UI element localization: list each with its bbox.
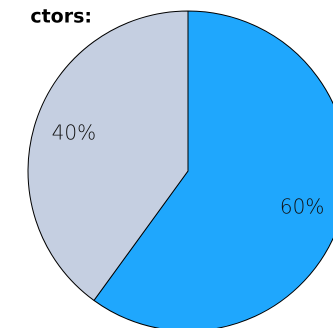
value-label: 40%: [52, 120, 96, 144]
pie-slice: [27, 10, 189, 302]
value-label: 60%: [280, 195, 324, 219]
pie-slice: [93, 10, 333, 328]
chart-title: ctors:: [30, 6, 92, 28]
